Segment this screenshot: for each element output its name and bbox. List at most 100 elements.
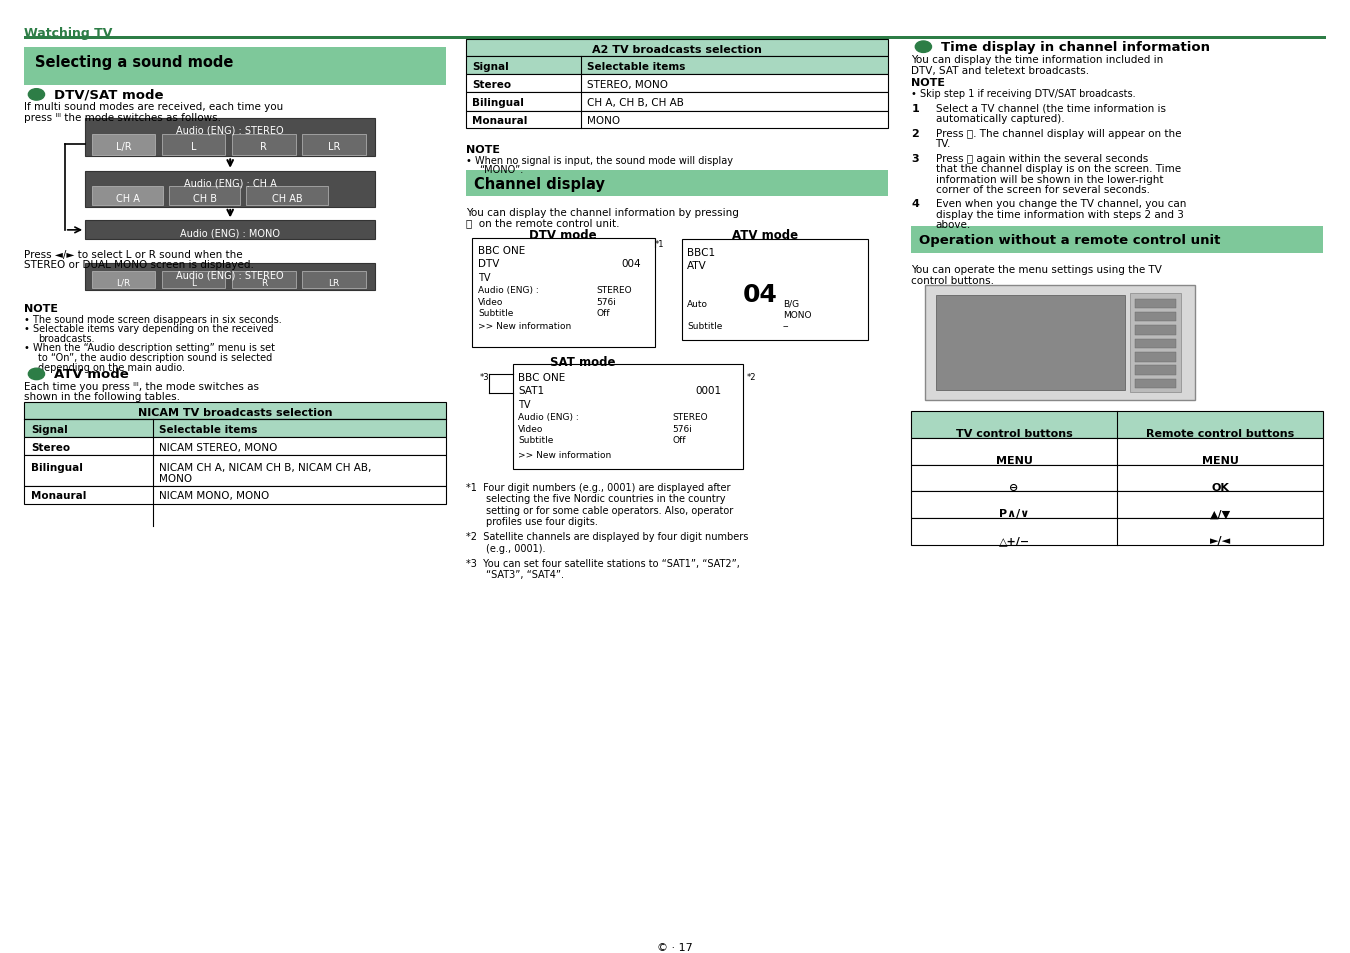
Text: 576i: 576i [597,297,617,306]
Text: Selecting a sound mode: Selecting a sound mode [35,55,234,71]
Text: CH A: CH A [116,193,139,203]
Text: corner of the screen for several seconds.: corner of the screen for several seconds… [936,185,1150,194]
Text: If multi sound modes are received, each time you: If multi sound modes are received, each … [24,102,284,112]
Text: L: L [190,142,197,152]
Text: You can operate the menu settings using the TV: You can operate the menu settings using … [911,265,1162,274]
Text: profiles use four digits.: profiles use four digits. [486,517,598,526]
Text: Remote control buttons: Remote control buttons [1146,429,1295,438]
Text: • When the “Audio description setting” menu is set: • When the “Audio description setting” m… [24,343,275,353]
Text: L: L [192,278,196,287]
Bar [682,240,868,340]
Bar [911,518,1323,545]
Text: Audio (ENG) : STEREO: Audio (ENG) : STEREO [177,126,284,135]
Text: TV control buttons: TV control buttons [956,429,1072,438]
Text: broadcasts.: broadcasts. [38,334,95,343]
Text: STEREO: STEREO [597,286,632,294]
Text: Subtitle: Subtitle [478,309,513,317]
Bar [1135,353,1176,362]
Text: MONO: MONO [783,311,811,319]
Text: *1  Four digit numbers (e.g., 0001) are displayed after: *1 Four digit numbers (e.g., 0001) are d… [466,482,730,492]
Bar [24,486,446,504]
Circle shape [28,90,45,101]
Text: *3: *3 [479,373,489,381]
Bar [162,134,225,155]
Bar [24,48,446,86]
Bar [513,365,742,470]
Text: control buttons.: control buttons. [911,275,994,285]
Text: Signal: Signal [472,62,509,71]
Text: Subtitle: Subtitle [687,322,722,331]
Text: STEREO or DUAL MONO screen is displayed.: STEREO or DUAL MONO screen is displayed. [24,260,254,270]
Circle shape [915,42,931,53]
Bar [169,187,240,206]
Text: Monaural: Monaural [31,491,86,500]
Text: NICAM CH A, NICAM CH B, NICAM CH AB,: NICAM CH A, NICAM CH B, NICAM CH AB, [159,462,371,472]
Bar [85,264,375,291]
Text: TV.: TV. [936,139,950,149]
Text: ▲/▼: ▲/▼ [1210,509,1231,518]
Bar [936,295,1125,391]
Bar [466,93,888,112]
Text: 3: 3 [911,153,919,163]
Circle shape [28,369,45,380]
Bar [1135,339,1176,349]
Bar [24,402,446,419]
Text: >> New information: >> New information [518,451,612,459]
Text: ATV mode: ATV mode [733,229,798,242]
Text: “MONO”.: “MONO”. [479,165,524,174]
Text: MENU: MENU [996,456,1033,465]
Text: --: -- [783,322,790,331]
Text: △+/−: △+/− [999,536,1030,545]
Text: (e.g., 0001).: (e.g., 0001). [486,543,545,553]
Bar [466,75,888,93]
Text: Even when you change the TV channel, you can: Even when you change the TV channel, you… [936,199,1185,209]
Text: You can display the channel information by pressing: You can display the channel information … [466,208,738,217]
Bar [911,227,1323,253]
Text: NOTE: NOTE [466,145,500,154]
Text: Audio (ENG) :: Audio (ENG) : [518,413,579,421]
Text: ATV: ATV [687,261,707,271]
Text: LR: LR [328,142,340,152]
Text: • The sound mode screen disappears in six seconds.: • The sound mode screen disappears in si… [24,314,282,324]
Text: Auto: Auto [687,299,709,308]
Bar [85,221,375,240]
Text: ATV mode: ATV mode [54,368,128,381]
Text: You can display the time information included in: You can display the time information inc… [911,55,1164,65]
Bar [92,272,155,289]
Bar [302,134,366,155]
Text: *2: *2 [747,373,756,381]
Bar [24,456,446,486]
Bar [85,172,375,208]
Text: Signal: Signal [31,424,68,434]
Text: information will be shown in the lower-right: information will be shown in the lower-r… [936,174,1164,184]
Text: P∧/∨: P∧/∨ [999,509,1029,518]
Text: NICAM MONO, MONO: NICAM MONO, MONO [159,491,270,500]
Text: MONO: MONO [587,116,621,126]
Bar [302,272,366,289]
Text: • Skip step 1 if receiving DTV/SAT broadcasts.: • Skip step 1 if receiving DTV/SAT broad… [911,89,1135,98]
Bar [92,134,155,155]
Bar [1130,294,1181,393]
Bar [92,187,163,206]
Bar [85,119,375,157]
Bar [911,412,1323,438]
Text: 0001: 0001 [695,386,721,395]
Text: BBC ONE: BBC ONE [518,373,566,382]
Bar [1135,326,1176,335]
Text: Time display in channel information: Time display in channel information [941,41,1210,54]
Text: Operation without a remote control unit: Operation without a remote control unit [919,233,1220,247]
Text: L/R: L/R [116,278,131,287]
Text: DTV, SAT and teletext broadcasts.: DTV, SAT and teletext broadcasts. [911,66,1089,75]
Text: display the time information with steps 2 and 3: display the time information with steps … [936,210,1184,219]
Text: 4: 4 [911,199,919,209]
Bar [925,286,1195,400]
Text: Stereo: Stereo [31,442,70,452]
Text: shown in the following tables.: shown in the following tables. [24,392,181,401]
Text: R: R [261,278,267,287]
Text: • When no signal is input, the sound mode will display: • When no signal is input, the sound mod… [466,155,733,165]
Text: Press ◄/► to select L or R sound when the: Press ◄/► to select L or R sound when th… [24,250,243,259]
Text: Video: Video [478,297,504,306]
Text: *1: *1 [655,240,664,249]
Bar [24,437,446,456]
Bar [24,37,1326,40]
